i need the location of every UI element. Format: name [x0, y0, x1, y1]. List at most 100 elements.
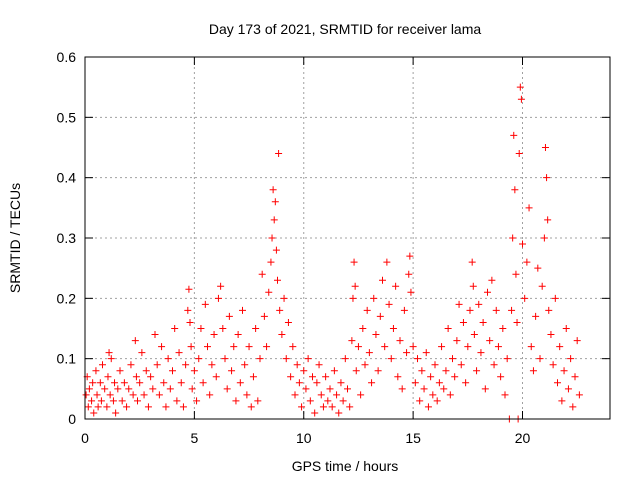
data-point: [160, 379, 168, 387]
data-point: [324, 397, 332, 405]
data-point: [234, 331, 242, 339]
data-point: [503, 355, 511, 363]
data-point: [361, 361, 369, 369]
data-point: [541, 144, 549, 151]
data-point: [538, 282, 546, 290]
data-point: [197, 325, 205, 332]
data-point: [92, 367, 100, 375]
data-point: [254, 397, 262, 405]
x-axis-title: GPS time / hours: [292, 458, 399, 474]
data-point: [525, 204, 533, 212]
data-point: [210, 331, 218, 339]
data-point: [105, 349, 113, 357]
data-point: [416, 397, 424, 405]
data-point: [82, 391, 90, 399]
data-point: [287, 373, 295, 381]
data-point: [164, 355, 172, 363]
data-point: [223, 385, 231, 393]
data-point: [114, 385, 122, 393]
data-point: [302, 385, 310, 393]
data-point: [394, 373, 402, 381]
data-point: [256, 355, 264, 363]
data-point: [166, 385, 174, 393]
data-point: [193, 397, 201, 405]
data-point: [571, 373, 579, 381]
data-point: [228, 367, 236, 375]
data-point: [298, 403, 306, 411]
data-point: [94, 403, 102, 411]
data-point: [179, 403, 187, 411]
data-point: [317, 391, 325, 399]
data-point: [381, 343, 389, 351]
data-point: [127, 361, 135, 369]
data-point: [556, 343, 564, 351]
data-point: [326, 385, 334, 393]
data-point: [84, 403, 92, 411]
data-point: [409, 343, 417, 351]
data-points: [82, 83, 583, 423]
data-point: [510, 131, 518, 139]
data-point: [344, 385, 351, 393]
data-point: [567, 355, 575, 363]
data-point: [140, 391, 148, 399]
data-point: [149, 385, 157, 393]
data-point: [195, 355, 203, 363]
data-point: [468, 258, 476, 266]
data-point: [370, 294, 378, 302]
data-point: [96, 379, 104, 387]
data-point: [214, 294, 222, 302]
data-point: [111, 379, 119, 387]
data-point: [511, 186, 519, 194]
data-point: [85, 385, 93, 393]
data-point: [206, 391, 214, 399]
data-point: [405, 270, 413, 278]
y-axis-title: SRMTID / TECUs: [7, 183, 23, 293]
data-point: [120, 379, 128, 387]
data-point: [451, 373, 459, 381]
data-point: [158, 343, 166, 351]
data-point: [400, 306, 408, 314]
data-point: [372, 331, 380, 339]
data-point: [516, 83, 524, 91]
data-point: [488, 276, 496, 284]
data-point: [536, 355, 544, 363]
data-point: [212, 373, 220, 381]
y-tick-label: 0.2: [57, 290, 77, 306]
data-point: [484, 288, 491, 296]
data-point: [270, 216, 278, 224]
data-point: [547, 331, 555, 339]
data-point: [169, 367, 176, 375]
data-point: [501, 391, 509, 399]
x-tick-label: 10: [296, 430, 312, 446]
data-point: [359, 325, 367, 332]
data-point: [142, 367, 150, 375]
data-point: [239, 306, 246, 314]
data-point: [245, 343, 253, 351]
data-point: [481, 385, 489, 393]
data-point: [313, 379, 321, 387]
data-point: [162, 403, 170, 411]
data-point: [252, 325, 260, 332]
data-point: [486, 337, 494, 345]
data-point: [112, 409, 120, 417]
data-point: [249, 373, 257, 381]
data-point: [88, 397, 96, 405]
data-point: [309, 373, 316, 381]
data-point: [267, 258, 275, 266]
data-point: [187, 343, 195, 351]
data-point: [420, 385, 428, 393]
data-point: [442, 367, 450, 375]
data-point: [101, 385, 109, 393]
data-point: [295, 379, 303, 387]
data-point: [131, 337, 139, 345]
data-point: [564, 385, 572, 393]
data-point: [289, 343, 297, 351]
data-point: [459, 318, 467, 326]
data-point: [276, 306, 284, 314]
data-point: [339, 397, 347, 405]
data-point: [446, 391, 454, 399]
data-point: [573, 337, 581, 345]
data-point: [513, 318, 521, 326]
data-point: [392, 282, 400, 290]
